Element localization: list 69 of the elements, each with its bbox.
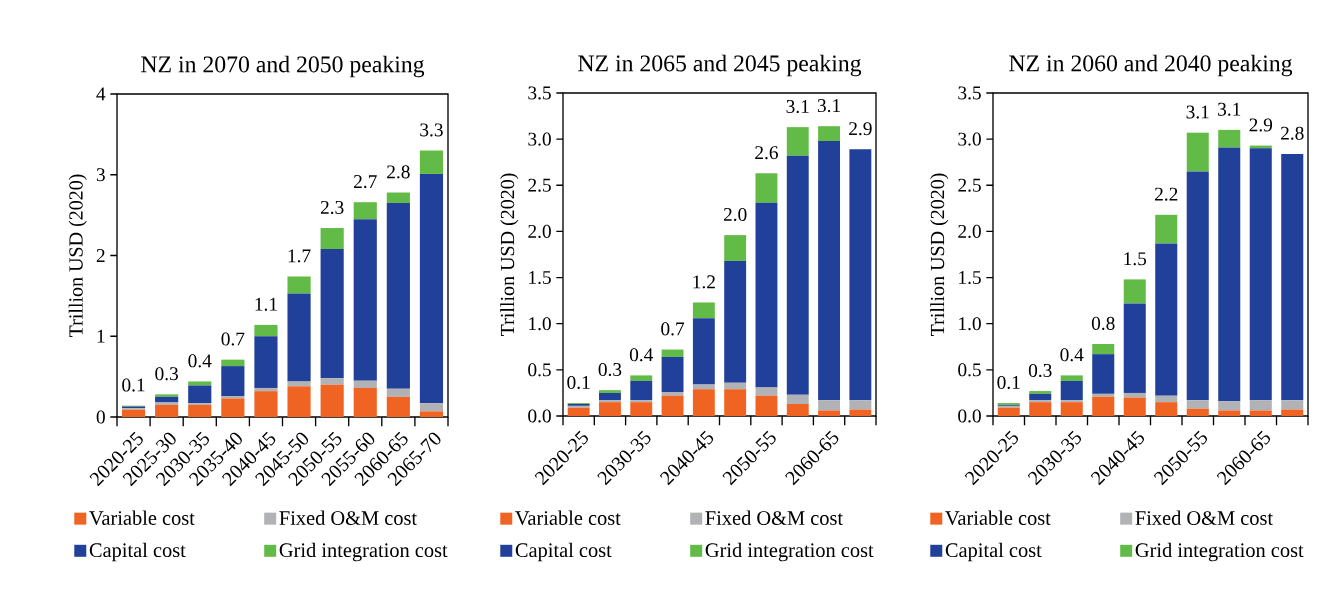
total-label: 2.3	[320, 200, 344, 214]
legend-label: Fixed O&M cost	[279, 510, 417, 525]
total-label: 0.3	[1028, 363, 1052, 378]
y-axis-title: Trillion USD (2020)	[930, 173, 949, 336]
y-axis-title: Trillion USD (2020)	[68, 174, 87, 337]
y-tick-label: 1.0	[529, 317, 551, 331]
y-tick-label: 0.5	[528, 363, 551, 377]
y-tick-label: 0	[96, 410, 105, 424]
legend-label: Fixed O&M cost	[1135, 510, 1273, 525]
y-tick-label: 3	[96, 168, 105, 182]
y-tick-label: 2.0	[958, 224, 981, 238]
total-label: 0.3	[155, 367, 178, 381]
total-label: 0.1	[122, 378, 145, 392]
legend-label: Variable cost	[515, 510, 621, 526]
legend-label: Capital cost	[515, 542, 612, 562]
y-tick-label: 4	[96, 87, 106, 101]
y-tick-label: 2.5	[958, 178, 981, 192]
legend-label: Grid integration cost	[279, 542, 448, 562]
chart-title: NZ in 2070 and 2050 peaking	[141, 55, 425, 78]
y-tick-label: 3.0	[528, 132, 551, 146]
total-label: 3.1	[1218, 102, 1241, 116]
total-label: 3.1	[1186, 105, 1209, 119]
total-label: 2.8	[387, 165, 410, 179]
total-label: 2.2	[1155, 187, 1178, 201]
total-label: 1.1	[255, 297, 277, 311]
y-tick-label: 0.0	[528, 409, 551, 423]
total-label: 3.1	[786, 100, 809, 114]
total-label: 0.1	[997, 375, 1020, 390]
legend-label: Capital cost	[89, 542, 186, 562]
legend-label: Variable cost	[89, 510, 195, 526]
chart-title: NZ in 2065 and 2045 peaking	[578, 54, 862, 77]
total-label: 3.3	[420, 123, 443, 137]
total-label: 2.7	[354, 175, 377, 189]
legend-label: Capital cost	[945, 542, 1042, 562]
total-label: 0.1	[567, 375, 590, 390]
total-label: 2.6	[755, 146, 778, 160]
total-label: 2.8	[1281, 126, 1304, 140]
y-tick-label: 3.5	[528, 86, 551, 100]
total-label: 0.7	[221, 332, 245, 346]
y-tick-label: 2	[96, 249, 105, 262]
total-label: 0.4	[1060, 348, 1084, 362]
total-label: 0.7	[661, 322, 685, 336]
total-label: 0.3	[598, 362, 622, 377]
y-tick-label: 3.0	[958, 132, 981, 146]
legend-label: Grid integration cost	[1135, 542, 1304, 562]
y-tick-label: 1	[97, 329, 105, 343]
legend-label: Fixed O&M cost	[705, 510, 843, 525]
total-label: 3.1	[817, 99, 840, 113]
total-label: 1.2	[693, 275, 715, 289]
y-tick-label: 1.5	[529, 271, 551, 285]
total-label: 1.5	[1124, 252, 1147, 266]
total-label: 0.8	[1091, 316, 1115, 330]
y-tick-label: 3.5	[958, 86, 981, 100]
y-tick-label: 1.5	[959, 271, 981, 285]
total-label: 2.9	[1249, 118, 1273, 132]
y-tick-label: 2.5	[528, 178, 551, 192]
y-tick-label: 1.0	[959, 317, 981, 331]
y-tick-label: 0.0	[958, 409, 981, 423]
y-tick-label: 2.0	[528, 224, 551, 238]
total-label: 0.4	[188, 354, 212, 368]
y-axis-title: Trillion USD (2020)	[500, 173, 519, 336]
legend-label: Variable cost	[945, 510, 1051, 526]
total-label: 1.7	[288, 249, 311, 263]
y-tick-label: 0.5	[958, 363, 981, 377]
chart-title: NZ in 2060 and 2040 peaking	[1009, 54, 1293, 77]
legend-label: Grid integration cost	[705, 542, 874, 562]
total-label: 0.4	[629, 348, 654, 362]
total-label: 2.9	[849, 122, 872, 136]
total-label: 2.0	[723, 207, 747, 222]
